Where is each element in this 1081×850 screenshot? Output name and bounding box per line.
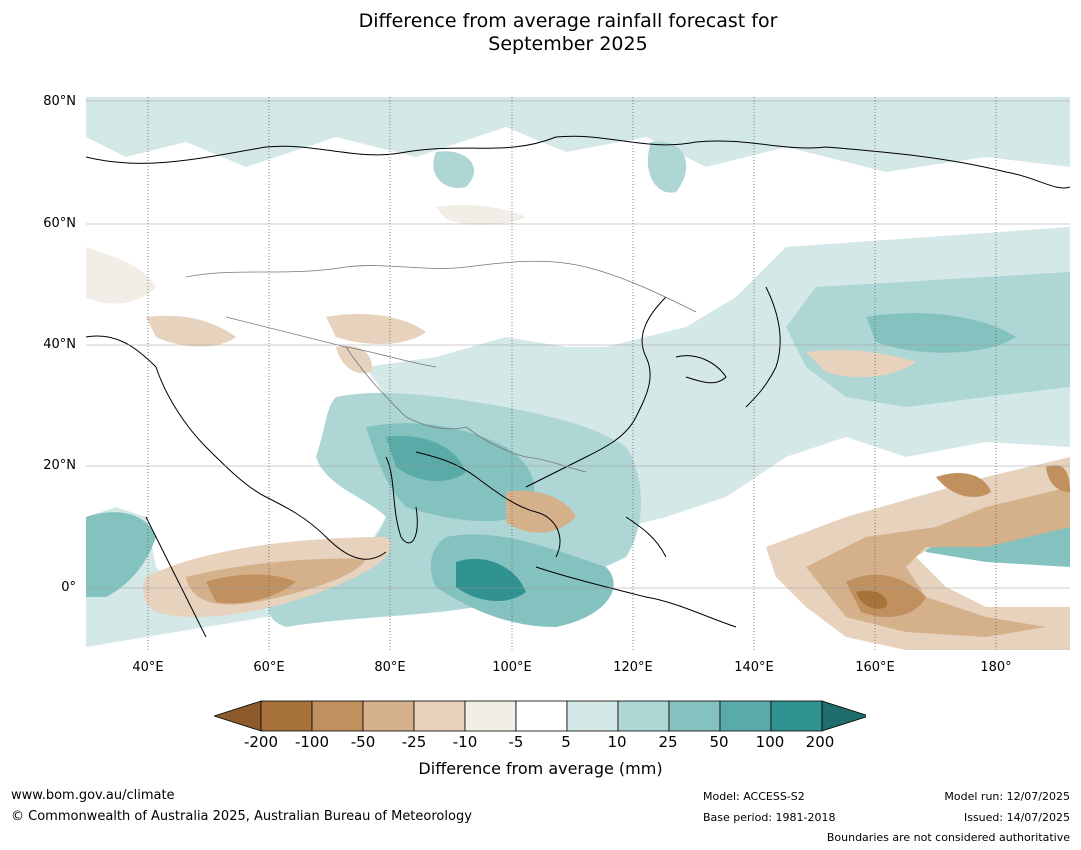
lon-label-120e: 120°E <box>613 660 653 675</box>
title-line-1: Difference from average rainfall forecas… <box>358 10 778 32</box>
colorbar-bin <box>362 700 415 732</box>
model-run-date: Model run: 12/07/2025 <box>944 790 1070 803</box>
lon-label-160e: 160°E <box>855 660 895 675</box>
drier-than-average-regions <box>86 205 1070 650</box>
colorbar-bin <box>464 700 517 732</box>
lat-label-80n: 80°N <box>43 94 76 109</box>
colorbar <box>214 700 866 732</box>
colorbar-tick: 10 <box>607 733 627 751</box>
colorbar-bin <box>413 700 466 732</box>
colorbar-bin <box>311 700 364 732</box>
colorbar-bin <box>770 700 823 732</box>
country-boundaries <box>185 260 697 473</box>
rainfall-anomaly-map <box>86 97 1070 650</box>
latitude-gridlines <box>86 100 1070 589</box>
lon-label-100e: 100°E <box>492 660 532 675</box>
longitude-gridlines <box>147 97 997 650</box>
lon-label-180: 180° <box>980 660 1012 675</box>
colorbar-tick: 50 <box>709 733 729 751</box>
colorbar-tick: -10 <box>452 733 478 751</box>
colorbar-extend-high <box>821 700 866 732</box>
bom-website-link[interactable]: www.bom.gov.au/climate <box>11 788 175 803</box>
copyright-text: © Commonwealth of Australia 2025, Austra… <box>11 809 472 824</box>
colorbar-tick: -100 <box>294 733 330 751</box>
colorbar-tick: 25 <box>658 733 678 751</box>
colorbar-tick: -50 <box>350 733 376 751</box>
map-title: Difference from average rainfall forecas… <box>0 10 1081 56</box>
colorbar-bin <box>515 700 568 732</box>
lon-label-140e: 140°E <box>734 660 774 675</box>
boundaries-disclaimer: Boundaries are not considered authoritat… <box>826 831 1070 844</box>
base-period: Base period: 1981-2018 <box>703 811 836 824</box>
colorbar-bin <box>566 700 619 732</box>
lat-label-20n: 20°N <box>43 458 76 473</box>
lat-label-60n: 60°N <box>43 216 76 231</box>
lat-label-40n: 40°N <box>43 337 76 352</box>
model-name: Model: ACCESS-S2 <box>703 790 805 803</box>
colorbar-tick: 200 <box>805 733 835 751</box>
lon-label-80e: 80°E <box>374 660 406 675</box>
colorbar-tick: -200 <box>243 733 279 751</box>
lon-label-60e: 60°E <box>253 660 285 675</box>
colorbar-tick: 5 <box>561 733 571 751</box>
colorbar-bin <box>260 700 313 732</box>
colorbar-tick: -5 <box>508 733 524 751</box>
issued-date: Issued: 14/07/2025 <box>963 811 1070 824</box>
coastlines <box>86 135 1070 638</box>
colorbar-tick: 100 <box>755 733 785 751</box>
colorbar-bin <box>719 700 772 732</box>
colorbar-extend-low <box>214 700 262 732</box>
lat-label-0: 0° <box>61 580 76 595</box>
colorbar-bin <box>617 700 670 732</box>
colorbar-title: Difference from average (mm) <box>418 759 663 778</box>
colorbar-bin <box>668 700 721 732</box>
lon-label-40e: 40°E <box>132 660 164 675</box>
colorbar-tick: -25 <box>401 733 427 751</box>
title-line-2: September 2025 <box>488 33 648 55</box>
